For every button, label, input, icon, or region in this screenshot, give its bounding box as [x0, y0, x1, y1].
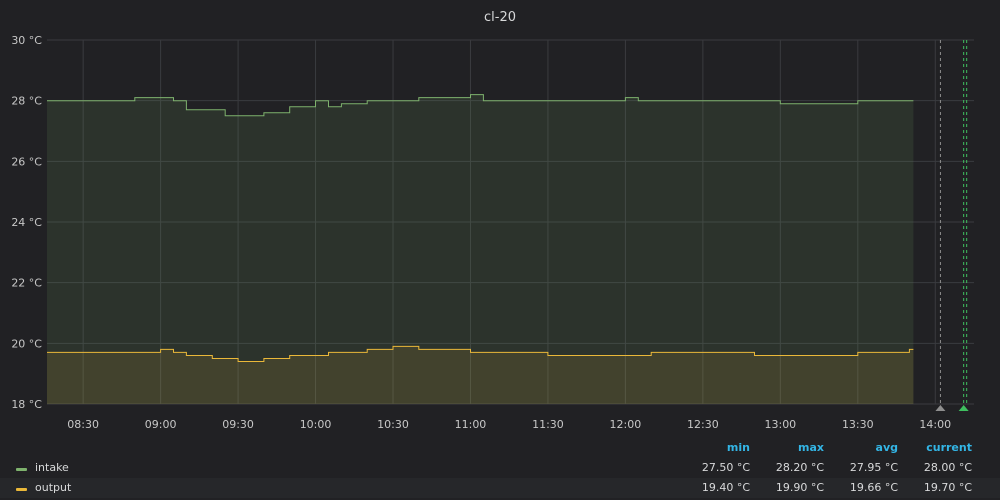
series-line-output — [47, 345, 914, 362]
x-tick-label: 10:30 — [377, 418, 409, 431]
annotation-triangle-icon — [935, 405, 946, 411]
x-tick-label: 12:00 — [610, 418, 642, 431]
x-tick-label: 08:30 — [67, 418, 99, 431]
y-tick-label: 30 °C — [11, 34, 42, 47]
y-tick-label: 28 °C — [11, 95, 42, 108]
legend-max-value: 28.20 °C — [775, 461, 824, 474]
series-areas — [47, 94, 914, 404]
legend-header-min[interactable]: min — [726, 441, 750, 454]
series-area-intake — [47, 94, 914, 404]
series-line-intake — [47, 94, 914, 117]
series-area-output — [47, 346, 914, 404]
x-tick-label: 13:00 — [764, 418, 796, 431]
annotation-triangle-icon — [958, 405, 969, 411]
temperature-chart[interactable]: 18 °C 20 °C 22 °C 24 °C 26 °C 28 °C 30 °C 08:3… — [0, 0, 1000, 438]
y-tick-label: 20 °C — [11, 337, 42, 350]
series-color-swatch[interactable] — [16, 468, 27, 471]
legend-header-avg[interactable]: avg — [875, 441, 898, 454]
series-lines — [47, 94, 914, 362]
legend-avg-value: 19.66 °C — [849, 481, 898, 494]
legend-min-value: 27.50 °C — [701, 461, 750, 474]
y-tick-label: 24 °C — [11, 216, 42, 229]
legend-row-intake[interactable]: intake 27.50 °C 28.20 °C 27.95 °C 28.00 … — [0, 458, 1000, 478]
x-tick-label: 09:00 — [145, 418, 177, 431]
y-axis: 18 °C 20 °C 22 °C 24 °C 26 °C 28 °C 30 °C — [11, 34, 42, 411]
y-tick-label: 18 °C — [11, 398, 42, 411]
legend-current-value: 19.70 °C — [923, 481, 972, 494]
x-tick-label: 09:30 — [222, 418, 254, 431]
y-tick-label: 22 °C — [11, 277, 42, 290]
legend-header: min max avg current — [0, 438, 1000, 458]
x-tick-label: 13:30 — [842, 418, 874, 431]
y-tick-label: 26 °C — [11, 155, 42, 168]
legend-series-name[interactable]: intake — [35, 461, 69, 474]
panel-title[interactable]: cl-20 — [484, 10, 516, 25]
legend-min-value: 19.40 °C — [701, 481, 750, 494]
x-tick-label: 11:30 — [532, 418, 564, 431]
legend-row-output[interactable]: output 19.40 °C 19.90 °C 19.66 °C 19.70 … — [0, 478, 1000, 498]
grid — [47, 39, 974, 405]
x-tick-label: 12:30 — [687, 418, 719, 431]
x-tick-label: 14:00 — [919, 418, 951, 431]
legend-current-value: 28.00 °C — [923, 461, 972, 474]
legend-avg-value: 27.95 °C — [849, 461, 898, 474]
legend-header-max[interactable]: max — [798, 441, 824, 454]
annotations — [935, 40, 969, 411]
x-axis: 08:30 09:00 09:30 10:00 10:30 11:00 11:30 12:00… — [67, 418, 951, 431]
x-tick-label: 11:00 — [455, 418, 487, 431]
legend-series-name[interactable]: output — [35, 481, 72, 494]
series-color-swatch[interactable] — [16, 488, 27, 491]
legend-max-value: 19.90 °C — [775, 481, 824, 494]
x-tick-label: 10:00 — [300, 418, 332, 431]
legend-table: min max avg current intake 27.50 °C 28.2… — [0, 438, 1000, 498]
legend-header-current[interactable]: current — [926, 441, 972, 454]
